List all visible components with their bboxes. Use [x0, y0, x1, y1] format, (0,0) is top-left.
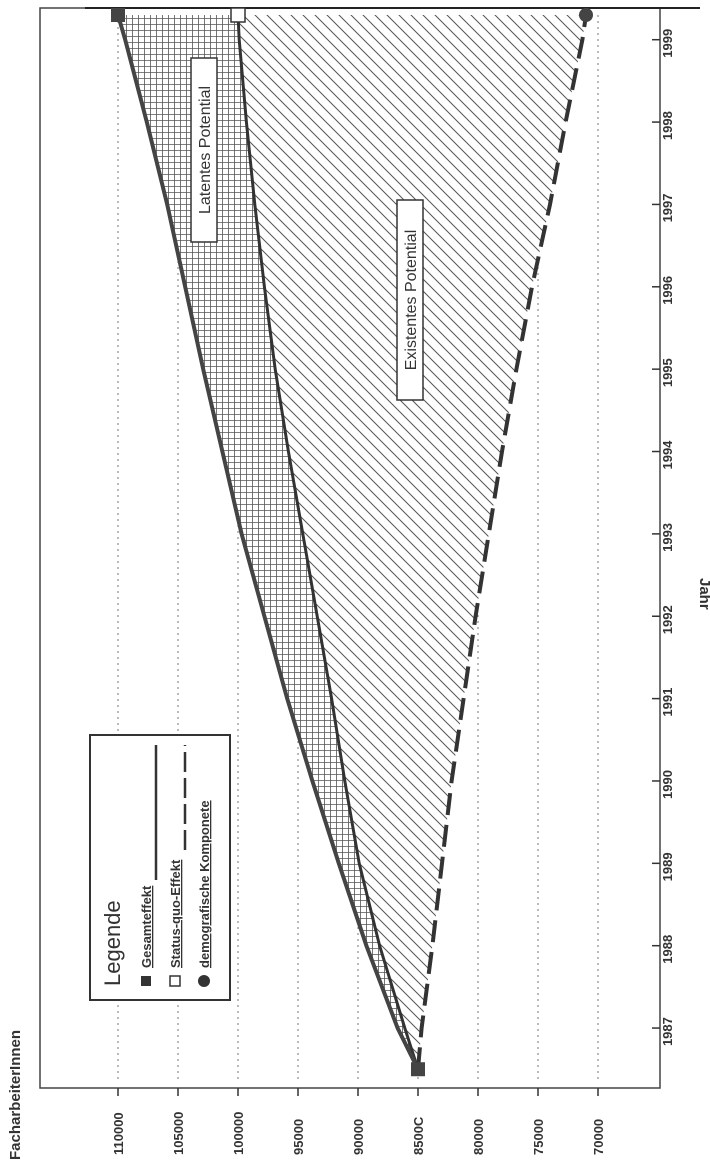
legend-marker-demo [198, 975, 210, 987]
xtick-label-1992: 1992 [660, 605, 675, 634]
legend-label-demo: demografische Komponete [197, 800, 212, 968]
xtick-label-1987: 1987 [660, 1017, 675, 1046]
legend-box [89, 734, 231, 1001]
marker-start-square [411, 1062, 425, 1077]
ytick-label-70000: 70000 [591, 1119, 606, 1155]
ytick-label-75000: 75000 [531, 1119, 546, 1155]
legend-label-status: Status-quo-Effekt [168, 859, 183, 968]
xtick-label-1997: 1997 [660, 194, 675, 223]
x-tick-labels: 1987 1988 1989 1990 1991 1992 1993 1994 1995 1996… [660, 29, 675, 1046]
line-status-quo-effekt [236, 14, 420, 1070]
y-axis-title: FacharbeiterInnen [7, 1030, 24, 1160]
ytick-label-80000: 80000 [471, 1119, 486, 1155]
x-axis-title: Jahr [696, 578, 710, 610]
marker-status-quo-end [230, 7, 246, 23]
xtick-label-1994: 1994 [660, 440, 675, 470]
ytick-label-100000: 100000 [231, 1112, 246, 1155]
legend-title: Legende [100, 900, 125, 986]
line-layer [111, 7, 593, 1077]
gridlines [117, 15, 660, 1096]
existing-label-group: Existentes Potential [396, 199, 424, 401]
ytick-label-90000: 90000 [351, 1119, 366, 1155]
latent-label-group: Latentes Potential [190, 57, 218, 243]
area-layer [118, 15, 586, 1070]
xtick-label-1995: 1995 [660, 358, 675, 387]
ytick-label-95000: 95000 [291, 1119, 306, 1155]
latent-label-box [190, 57, 218, 243]
xtick-label-1989: 1989 [660, 852, 675, 881]
legend-label-gesamt: Gesamteffekt [139, 885, 154, 968]
xtick-label-1993: 1993 [660, 523, 675, 552]
area-existentes-potential [238, 15, 586, 1070]
legend: Legende Gesamteffekt Status-quo-Effekt d… [89, 734, 231, 1001]
y-tick-labels: 110000 105000 100000 95000 90000 8500C 80000 75… [111, 1112, 606, 1155]
existing-label-box [396, 199, 424, 401]
ytick-label-8500C: 8500C [411, 1116, 426, 1155]
xtick-label-1996: 1996 [660, 276, 675, 305]
xtick-label-1998: 1998 [660, 111, 675, 140]
existing-label: Existentes Potential [403, 230, 420, 371]
legend-marker-gesamt [141, 976, 151, 986]
marker-gesamteffekt-end [111, 8, 125, 22]
ytick-label-110000: 110000 [111, 1112, 126, 1155]
area-latentes-potential [118, 15, 418, 1070]
xtick-label-1991: 1991 [660, 688, 675, 717]
line-demografische-komponete [416, 14, 588, 1070]
xtick-label-1990: 1990 [660, 770, 675, 799]
xtick-label-1988: 1988 [660, 935, 675, 964]
marker-demografisch-end [579, 8, 593, 22]
ytick-label-105000: 105000 [171, 1112, 186, 1155]
latent-label: Latentes Potential [197, 86, 214, 214]
xtick-label-1999: 1999 [660, 29, 675, 58]
legend-marker-status [169, 975, 181, 987]
line-gesamteffekt [116, 14, 420, 1071]
